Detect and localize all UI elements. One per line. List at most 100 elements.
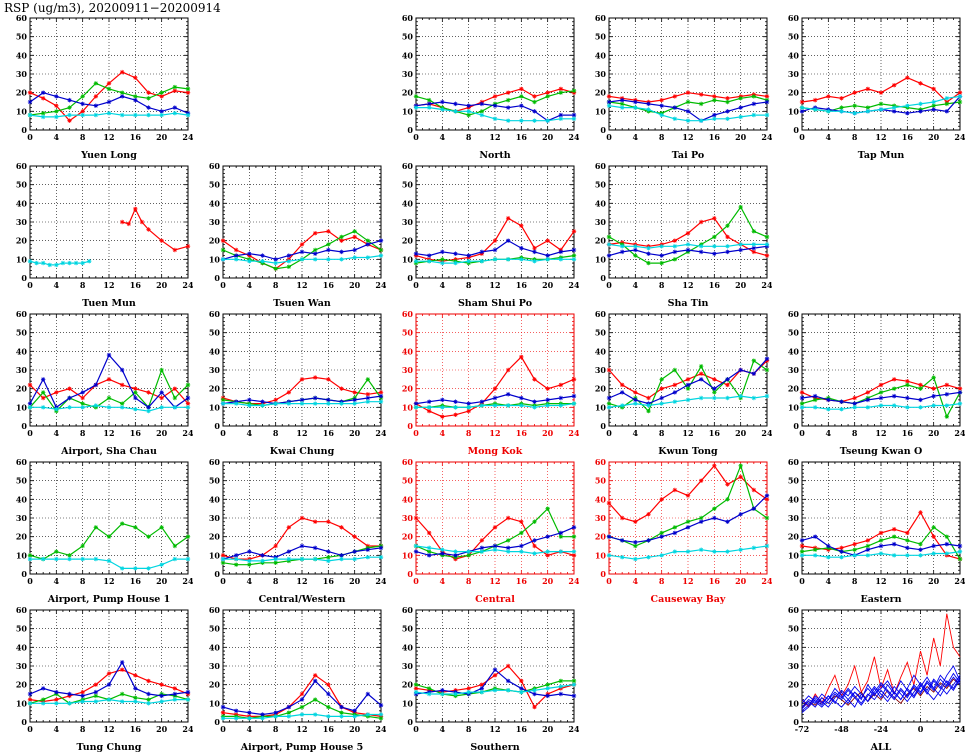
x-tick-label: 12	[296, 280, 307, 290]
series-markers	[606, 358, 770, 401]
x-tick-label: 4	[54, 576, 60, 586]
y-tick-label: 0	[214, 273, 220, 283]
x-tick-label: 8	[466, 132, 472, 142]
y-tick-label: 30	[16, 365, 28, 375]
x-tick-label: 0	[220, 280, 226, 290]
x-tick-label: 12	[682, 428, 693, 438]
y-tick-label: 0	[21, 717, 27, 727]
x-tick-label: 0	[413, 132, 419, 142]
x-tick-label: 12	[682, 132, 693, 142]
x-tick-label: 16	[709, 576, 721, 586]
x-tick-label: 4	[247, 428, 253, 438]
x-tick-label: 0	[606, 132, 612, 142]
x-tick-label: -72	[795, 724, 809, 734]
y-tick-label: 30	[595, 217, 607, 227]
series-markers	[413, 257, 577, 266]
x-tick-label: -24	[874, 724, 889, 734]
x-tick-label: 20	[928, 428, 940, 438]
x-tick-label: 24	[182, 724, 193, 734]
x-tick-label: 4	[247, 576, 253, 586]
y-tick-label: 10	[595, 550, 607, 560]
chart-tuen-mun: 0 10 20 30 40 50 60 0 4 8 12 16 20 24 Tuen Mun	[16, 162, 193, 309]
y-tick-label: 60	[788, 310, 800, 319]
x-tick-label: 20	[156, 132, 168, 142]
x-tick-label: 24	[761, 280, 772, 290]
y-tick-label: 20	[595, 532, 607, 542]
x-tick-label: 16	[323, 428, 335, 438]
y-tick-label: 30	[402, 661, 414, 671]
series-markers	[220, 399, 384, 408]
x-tick-label: 12	[875, 428, 886, 438]
y-tick-label: 60	[209, 310, 221, 319]
chart-title: Causeway Bay	[651, 594, 726, 605]
x-tick-label: 20	[735, 132, 747, 142]
chart-title: Central	[475, 594, 515, 605]
chart-airport-sha-chau: 0 10 20 30 40 50 60 0 4 8 12 16 20 24 Airport, Sha Cha…	[16, 310, 193, 457]
series-line	[29, 260, 90, 266]
x-tick-label: 0	[606, 576, 612, 586]
x-tick-label: 12	[103, 576, 114, 586]
y-tick-label: 50	[209, 624, 221, 634]
y-tick-label: 20	[595, 236, 607, 246]
chart-title: Central/Western	[259, 594, 346, 605]
y-tick-label: 40	[16, 50, 28, 60]
series-markers	[413, 354, 577, 419]
x-tick-label: 0	[799, 576, 805, 586]
y-tick-label: 50	[16, 624, 28, 634]
y-tick-label: 60	[788, 606, 800, 615]
x-tick-label: 24	[375, 280, 386, 290]
y-tick-label: 50	[209, 180, 221, 190]
y-tick-label: 60	[402, 606, 414, 615]
y-tick-label: 20	[402, 384, 414, 394]
chart-title: Kwai Chung	[270, 446, 335, 457]
x-tick-label: 20	[349, 280, 361, 290]
x-tick-label: 16	[709, 132, 721, 142]
x-tick-label: 8	[659, 428, 665, 438]
y-tick-label: 30	[788, 661, 800, 671]
x-tick-label: 16	[902, 576, 914, 586]
series-markers	[799, 549, 963, 560]
series-markers	[27, 697, 191, 706]
y-tick-label: 20	[209, 532, 221, 542]
x-tick-label: 20	[349, 428, 361, 438]
chart-title: Kwun Tong	[658, 446, 718, 457]
y-tick-label: 50	[209, 476, 221, 486]
y-tick-label: 20	[402, 532, 414, 542]
x-tick-label: 24	[761, 576, 772, 586]
x-tick-label: 16	[130, 724, 142, 734]
y-tick-label: 30	[402, 69, 414, 79]
chart-title: Southern	[470, 742, 519, 753]
y-tick-label: 50	[595, 328, 607, 338]
y-tick-label: 20	[16, 384, 28, 394]
chart-eastern: 0 10 20 30 40 50 60 0 4 8 12 16 20 24 Eastern	[788, 458, 965, 605]
series-markers	[119, 206, 191, 253]
x-tick-label: 4	[440, 576, 446, 586]
x-tick-label: 8	[659, 280, 665, 290]
x-tick-label: 20	[349, 576, 361, 586]
series-line	[415, 88, 575, 112]
y-tick-label: 0	[793, 569, 799, 579]
chart-title: North	[479, 150, 510, 161]
y-tick-label: 30	[788, 365, 800, 375]
x-tick-label: 16	[709, 428, 721, 438]
series-line	[801, 676, 961, 712]
chart-tung-chung: 0 10 20 30 40 50 60 0 4 8 12 16 20 24 Tung Chung	[16, 606, 193, 753]
chart-mong-kok: 0 10 20 30 40 50 60 0 4 8 12 16 20 24 Mong Kok	[402, 310, 579, 457]
x-tick-label: 24	[761, 428, 772, 438]
y-tick-label: 40	[595, 198, 607, 208]
series-markers	[27, 69, 191, 123]
x-tick-label: 0	[27, 132, 33, 142]
y-tick-label: 0	[600, 569, 606, 579]
x-tick-label: 0	[606, 280, 612, 290]
x-tick-label: 4	[440, 428, 446, 438]
x-tick-label: 0	[220, 724, 226, 734]
y-tick-label: 0	[600, 273, 606, 283]
y-tick-label: 60	[16, 458, 28, 467]
chart-title: Mong Kok	[468, 446, 523, 457]
x-tick-label: 20	[928, 576, 940, 586]
x-tick-label: 4	[633, 428, 639, 438]
x-tick-label: 20	[542, 576, 554, 586]
y-tick-label: 50	[788, 624, 800, 634]
chart-title: Eastern	[860, 594, 901, 605]
y-tick-label: 40	[402, 494, 414, 504]
